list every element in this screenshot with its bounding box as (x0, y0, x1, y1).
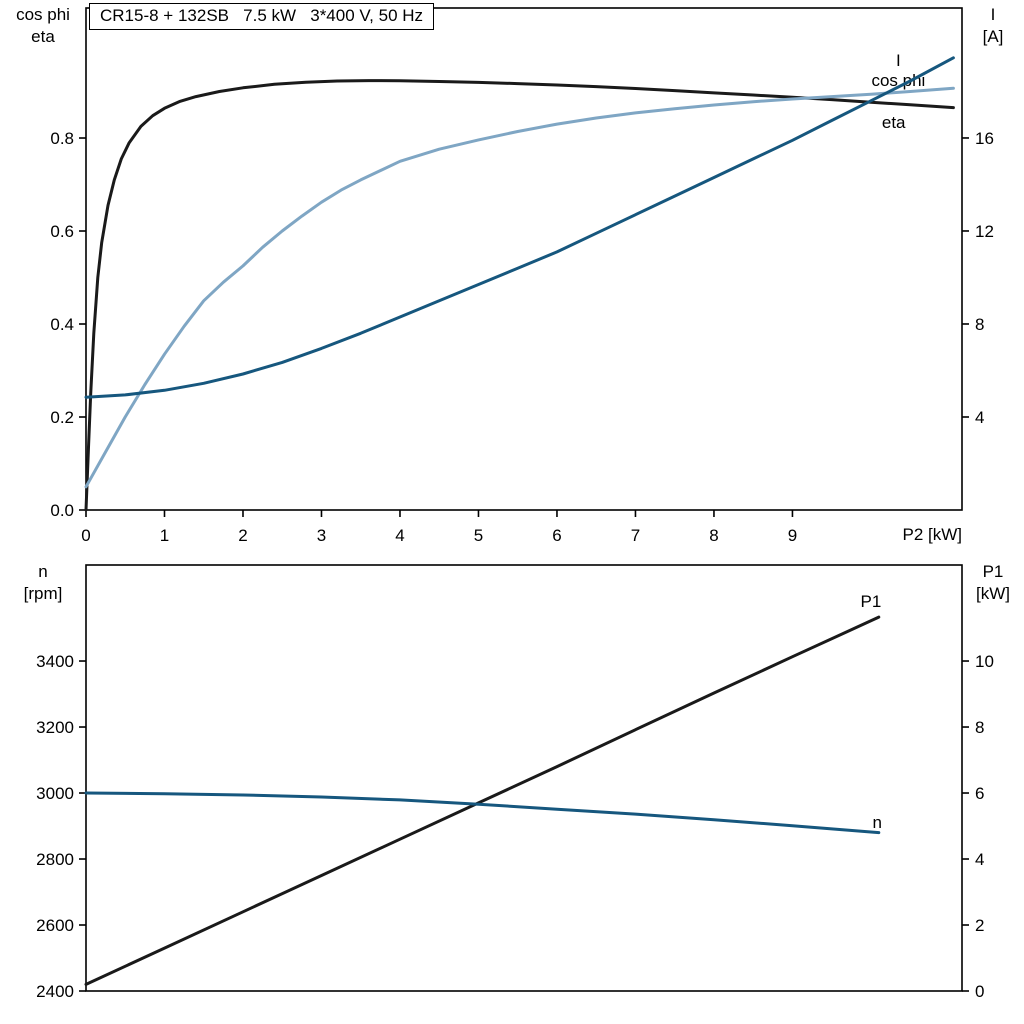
y-tick-label-left: 2600 (36, 916, 74, 935)
curve-label-n: n (872, 813, 881, 832)
y-tick-label-left: 0.4 (50, 315, 74, 334)
y-tick-label-left: 0.2 (50, 408, 74, 427)
top-left-axis-label: cos phi eta (16, 5, 70, 46)
x-tick-label: 1 (160, 526, 169, 545)
curve-P1 (84, 615, 881, 986)
x-tick-label: 9 (788, 526, 797, 545)
chart-title-box: CR15-8 + 132SB 7.5 kW 3*400 V, 50 Hz (89, 3, 435, 30)
y-tick-label-left: 2400 (36, 982, 74, 1001)
curve-cos-phi (84, 86, 955, 489)
curve-label-eta: eta (882, 113, 906, 132)
y-tick-label-right: 6 (975, 784, 984, 803)
curve-label-I: I (896, 51, 901, 70)
y-tick-label-right: 12 (975, 222, 994, 241)
curve-eta (84, 79, 955, 512)
x-tick-label: 3 (317, 526, 326, 545)
y-tick-label-left: 0.0 (50, 501, 74, 520)
bottom-right-axis-label: P1 [kW] (976, 562, 1010, 603)
y-tick-label-right: 8 (975, 315, 984, 334)
plot-border (85, 564, 963, 992)
x-tick-label: 8 (709, 526, 718, 545)
bottom-left-axis-label: n [rpm] (23, 562, 63, 603)
top-right-axis-label: I [A] (982, 5, 1004, 46)
y-tick-label-left: 2800 (36, 850, 74, 869)
y-tick-label-left: 3000 (36, 784, 74, 803)
y-tick-label-left: 3400 (36, 652, 74, 671)
x-tick-label: 2 (238, 526, 247, 545)
x-tick-label: 4 (395, 526, 404, 545)
x-tick-label: 6 (552, 526, 561, 545)
y-tick-label-right: 4 (975, 850, 984, 869)
y-tick-label-left: 0.8 (50, 129, 74, 148)
x-tick-label: 7 (631, 526, 640, 545)
y-tick-label-right: 2 (975, 916, 984, 935)
y-tick-label-left: 0.6 (50, 222, 74, 241)
y-tick-label-right: 0 (975, 982, 984, 1001)
curve-I (84, 56, 955, 399)
curve-n (84, 791, 881, 835)
curve-label-P1: P1 (861, 592, 882, 611)
panel-bottom: 2400 2600 2800 3000 3200 3400 0 2 4 6 8 10 P1 n (36, 564, 994, 1001)
plot-border (85, 7, 963, 511)
x-axis-label: P2 [kW] (902, 525, 962, 544)
y-tick-label-left: 3200 (36, 718, 74, 737)
y-tick-label-right: 16 (975, 129, 994, 148)
x-tick-label: 0 (81, 526, 90, 545)
curve-label-cos-phi: cos phi (871, 71, 925, 90)
y-tick-label-right: 10 (975, 652, 994, 671)
x-tick-label: 5 (474, 526, 483, 545)
y-tick-label-right: 4 (975, 408, 984, 427)
y-tick-label-right: 8 (975, 718, 984, 737)
